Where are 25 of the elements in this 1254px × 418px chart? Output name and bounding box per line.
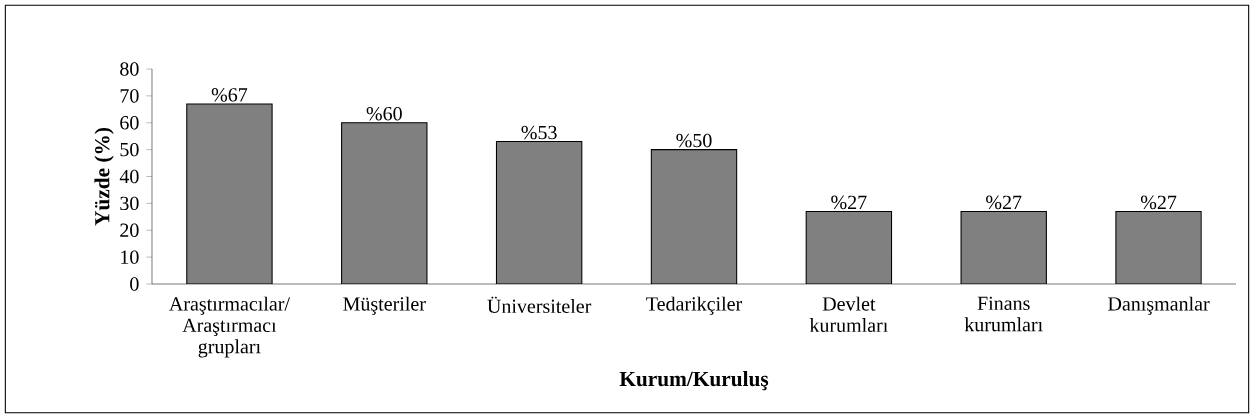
data-label: %60 [366,106,402,121]
x-tick-label: Danışmanlar [1108,296,1210,315]
data-label: %27 [831,195,867,210]
y-tick-label: 70 [120,89,139,103]
data-label: %27 [1140,195,1177,210]
y-tick-label: 30 [120,196,139,211]
y-tick-label: 50 [120,142,139,157]
x-axis-title: Kurum/Kuruluş [619,371,769,391]
x-tick-label: Finans kurumları [964,296,1043,332]
data-label: %50 [676,133,712,148]
y-axis-title: Yüzde (%) [94,127,114,226]
data-label: %53 [521,125,557,140]
y-tick-label: 10 [121,250,139,264]
x-tick-label: Müşteriler [343,296,426,315]
x-tick-label: Tedarikçiler [646,296,743,315]
y-tick-label: 0 [130,277,139,291]
y-tick-label: 80 [120,62,139,76]
y-tick-label: 40 [119,169,139,184]
y-tick-label: 60 [120,116,139,130]
data-label: %67 [211,88,248,102]
data-label: %27 [986,195,1022,210]
x-tick-label: Araştırmacılar/ Araştırmacı grupları [169,296,290,358]
x-tick-label: Devlet kurumları [809,296,888,333]
y-tick-label: 20 [120,223,139,237]
x-tick-label: Üniversiteler [487,296,592,314]
